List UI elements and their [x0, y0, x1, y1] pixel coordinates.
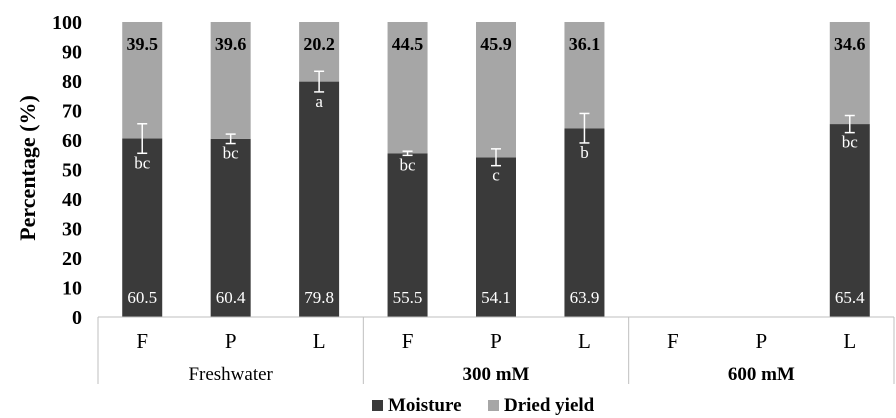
data-label-dried-yield-2: 20.2 [303, 34, 335, 54]
data-label-dried-yield-8: 34.6 [834, 34, 866, 54]
significance-label-5: b [580, 143, 589, 162]
significance-label-0: bc [134, 153, 151, 172]
y-tick-label-10: 100 [52, 12, 82, 34]
significance-label-8: bc [842, 133, 859, 152]
y-tick-label-0: 0 [72, 307, 82, 329]
category-label-1: P [225, 329, 237, 353]
data-label-moisture-3: 55.5 [393, 288, 423, 307]
y-tick-label-6: 60 [62, 130, 82, 152]
x-axis: F P L F P L F P L Freshwater 300 mM 600 mM [98, 317, 894, 385]
group-label-0: Freshwater [188, 364, 273, 385]
legend-swatch-1 [488, 400, 499, 411]
data-label-dried-yield-5: 36.1 [569, 34, 601, 54]
data-label-moisture-5: 63.9 [570, 288, 600, 307]
data-label-dried-yield-3: 44.5 [392, 34, 424, 54]
y-tick-label-3: 30 [62, 219, 82, 241]
data-label-moisture-8: 65.4 [835, 288, 865, 307]
legend-swatch-0 [372, 400, 383, 411]
group-label-1: 300 mM [462, 364, 529, 385]
data-label-dried-yield-4: 45.9 [480, 34, 512, 54]
legend-label-1: Dried yield [504, 395, 595, 416]
significance-label-3: bc [400, 155, 417, 174]
data-label-moisture-1: 60.4 [216, 288, 246, 307]
legend: Moisture Dried yield [372, 395, 595, 416]
y-tick-label-1: 10 [62, 278, 82, 300]
category-label-7: P [755, 329, 767, 353]
legend-label-0: Moisture [388, 395, 462, 416]
y-tick-label-9: 90 [62, 42, 82, 64]
category-label-6: F [667, 329, 679, 353]
y-tick-label-5: 50 [62, 160, 82, 182]
significance-label-1: bc [223, 144, 240, 163]
y-tick-label-2: 20 [62, 248, 82, 270]
bars: 60.539.5bc60.439.6bc79.820.2a55.544.5bc5… [122, 22, 870, 317]
significance-label-4: c [492, 166, 500, 185]
category-label-2: L [313, 329, 326, 353]
category-label-4: P [490, 329, 502, 353]
y-tick-label-4: 40 [62, 189, 82, 211]
category-label-0: F [136, 329, 148, 353]
bar-moisture-2 [299, 82, 339, 317]
y-axis: 0 10 20 30 40 50 60 70 80 90 100 [52, 12, 82, 329]
data-label-dried-yield-1: 39.6 [215, 34, 247, 54]
y-tick-label-7: 70 [62, 101, 82, 123]
data-label-moisture-0: 60.5 [127, 288, 157, 307]
y-tick-label-8: 80 [62, 71, 82, 93]
group-label-2: 600 mM [728, 364, 795, 385]
data-label-dried-yield-0: 39.5 [126, 34, 158, 54]
significance-label-2: a [315, 92, 323, 111]
category-label-8: L [843, 329, 856, 353]
y-axis-label: Percentage (%) [15, 95, 40, 241]
data-label-moisture-2: 79.8 [304, 288, 334, 307]
category-label-3: F [402, 329, 414, 353]
category-label-5: L [578, 329, 591, 353]
data-label-moisture-4: 54.1 [481, 288, 511, 307]
